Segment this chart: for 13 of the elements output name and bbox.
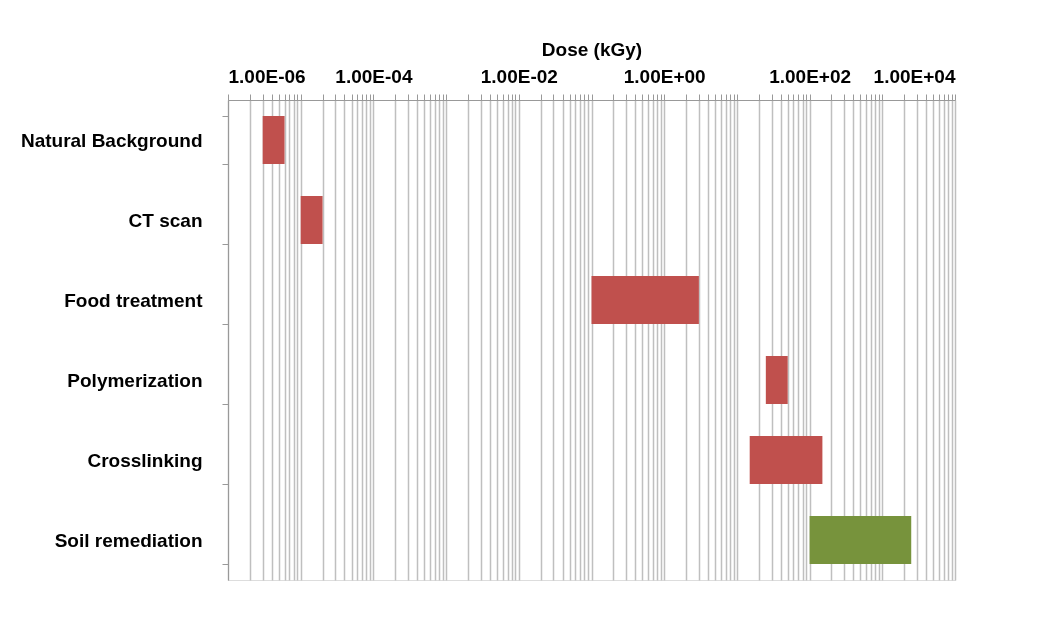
x-tick-label: 1.00E-02 xyxy=(480,65,558,87)
x-tick-label: 1.00E+02 xyxy=(769,65,852,87)
x-tick-label: 1.00E+00 xyxy=(623,65,706,87)
x-axis-title: Dose (kGy) xyxy=(541,38,643,60)
y-tick-label: Polymerization xyxy=(67,369,203,391)
y-tick-label: Soil remediation xyxy=(54,529,203,551)
y-tick-label: CT scan xyxy=(128,209,203,231)
y-tick-label: Crosslinking xyxy=(87,449,203,471)
x-tick-label: 1.00E-04 xyxy=(335,65,413,87)
x-tick-label: 1.00E-06 xyxy=(228,65,306,87)
y-tick-label: Food treatment xyxy=(64,289,204,311)
y-tick-label: Natural Background xyxy=(20,129,203,151)
x-tick-label: 1.00E+04 xyxy=(873,65,956,87)
